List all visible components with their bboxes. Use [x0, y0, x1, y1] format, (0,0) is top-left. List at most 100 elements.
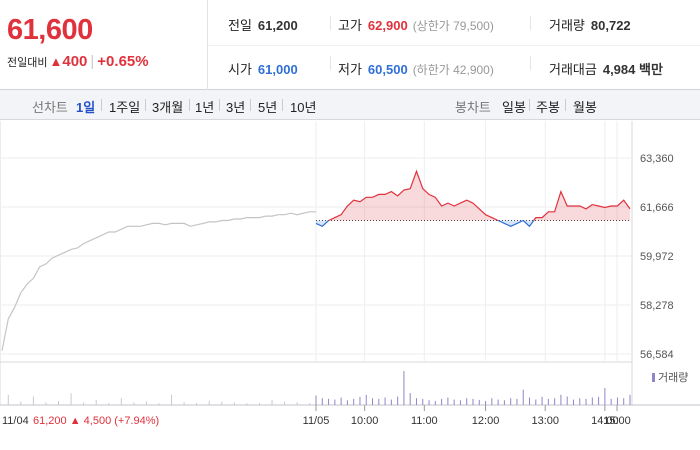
price-block: 61,600 전일대비 ▲400 | +0.65% [0, 0, 208, 90]
volume-bar [478, 399, 480, 405]
candle-daily[interactable]: 일봉 [502, 100, 526, 115]
volume-bar [70, 393, 72, 405]
volume-bar [334, 399, 336, 405]
candle-monthly[interactable]: 월봉 [573, 100, 597, 115]
grid-layer [0, 121, 632, 362]
volume-bar [233, 402, 235, 405]
upper-limit: (상한가 79,500) [412, 19, 494, 33]
svg-text:61,200 ▲ 4,500 (+7.94%): 61,200 ▲ 4,500 (+7.94%) [33, 415, 159, 427]
volume-bar [566, 396, 568, 405]
period-divider [189, 99, 190, 111]
volume-bar [572, 399, 574, 405]
line-layer [1, 169, 631, 351]
volume-bar [616, 397, 618, 405]
change-divider: | [90, 53, 95, 70]
volume-bar [378, 398, 380, 405]
volume-bar [58, 400, 60, 405]
stat-label: 거래량 [549, 18, 585, 33]
volume-bar [516, 398, 518, 405]
stat-label: 거래대금 [549, 62, 597, 77]
stat-value: 62,900 [367, 18, 408, 33]
volume-bar [120, 398, 122, 405]
stat-value: 61,000 [257, 62, 298, 77]
stat-value: 80,722 [590, 18, 631, 33]
volume-bar [158, 403, 160, 405]
x-tick-label: 11:00 [411, 415, 438, 427]
volume-bar [20, 401, 22, 405]
volume-bar [428, 400, 430, 405]
down-line [315, 220, 330, 228]
volume-bar [346, 400, 348, 405]
stat-trade-value: 거래대금 4,984 백만 [549, 59, 663, 78]
volume-bar [547, 398, 549, 405]
volume-bar [372, 398, 374, 405]
volume-bar [208, 400, 210, 405]
volume-bar [83, 402, 85, 405]
period-10-years[interactable]: 10년 [290, 100, 317, 115]
up-arrow-icon: ▲ [49, 54, 63, 69]
period-3-years[interactable]: 3년 [226, 100, 246, 115]
y-tick-label: 59,972 [640, 251, 674, 263]
volume-bar [183, 402, 185, 405]
volume-bar [604, 388, 606, 405]
period-divider [250, 99, 251, 111]
volume-bar [598, 396, 600, 405]
volume-bar [328, 398, 330, 405]
volume-bar [491, 398, 493, 405]
volume-bar [415, 398, 417, 405]
down-area [498, 220, 524, 227]
x-tick-label: 15:00 [603, 415, 631, 427]
volume-bar [403, 371, 405, 405]
volume-bar [579, 398, 581, 405]
y-tick-label: 56,584 [640, 349, 674, 361]
period-1-year[interactable]: 1년 [195, 100, 215, 115]
volume-bar [447, 397, 449, 405]
area-layer [316, 171, 630, 227]
volume-bar [503, 400, 505, 405]
volume-bar [497, 399, 499, 405]
stat-low: 저가 60,500 (하한가 42,900) [338, 59, 494, 78]
chart-footer: 11/04 61,200 ▲ 4,500 (+7.94%) [2, 415, 159, 427]
lower-limit: (하한가 42,900) [412, 63, 494, 77]
volume-bar [422, 398, 424, 405]
volume-bar [145, 401, 147, 405]
stat-open: 시가 61,000 [228, 59, 298, 78]
period-divider [219, 99, 220, 111]
x-tick-label: 13:00 [531, 415, 559, 427]
stat-prev-close: 전일 61,200 [228, 15, 298, 34]
volume-bar [610, 398, 612, 405]
volume-bar [108, 402, 110, 405]
period-1-week[interactable]: 1주일 [109, 100, 141, 115]
volume-bar [409, 393, 411, 405]
period-5-years[interactable]: 5년 [258, 100, 278, 115]
period-3-months[interactable]: 3개월 [152, 100, 184, 115]
volume-bar [541, 396, 543, 405]
volume-bar [535, 399, 537, 405]
current-price: 61,600 [7, 14, 93, 46]
volume-bar [529, 397, 531, 405]
up-area [328, 171, 499, 221]
volume-bar [284, 401, 286, 405]
down-line [497, 219, 524, 227]
candle-weekly[interactable]: 주봉 [536, 100, 560, 115]
volume-bar [522, 389, 524, 405]
volume-bar [623, 398, 625, 405]
volume-bar [296, 402, 298, 405]
stat-value: 60,500 [367, 62, 408, 77]
period-bar: 선차트 1일 1주일 3개월 1년 3년 5년 10년 봉차트 일봉 주봉 월봉 [0, 90, 700, 120]
volume-bar [340, 397, 342, 405]
line-chart-label: 선차트 [32, 100, 68, 115]
volume-bar [171, 394, 173, 405]
up-area [533, 191, 630, 221]
volume-bar [397, 396, 399, 405]
down-area [523, 220, 534, 227]
volume-bar [196, 402, 198, 405]
volume-bar [485, 400, 487, 405]
period-divider [282, 99, 283, 111]
volume-bar [353, 398, 355, 405]
period-1-day[interactable]: 1일 [76, 100, 96, 115]
x-tick-label: 12:00 [472, 415, 500, 427]
x-tick-label: 10:00 [351, 415, 379, 427]
volume-legend-label: 거래량 [658, 371, 688, 384]
stat-volume: 거래량 80,722 [549, 15, 631, 34]
